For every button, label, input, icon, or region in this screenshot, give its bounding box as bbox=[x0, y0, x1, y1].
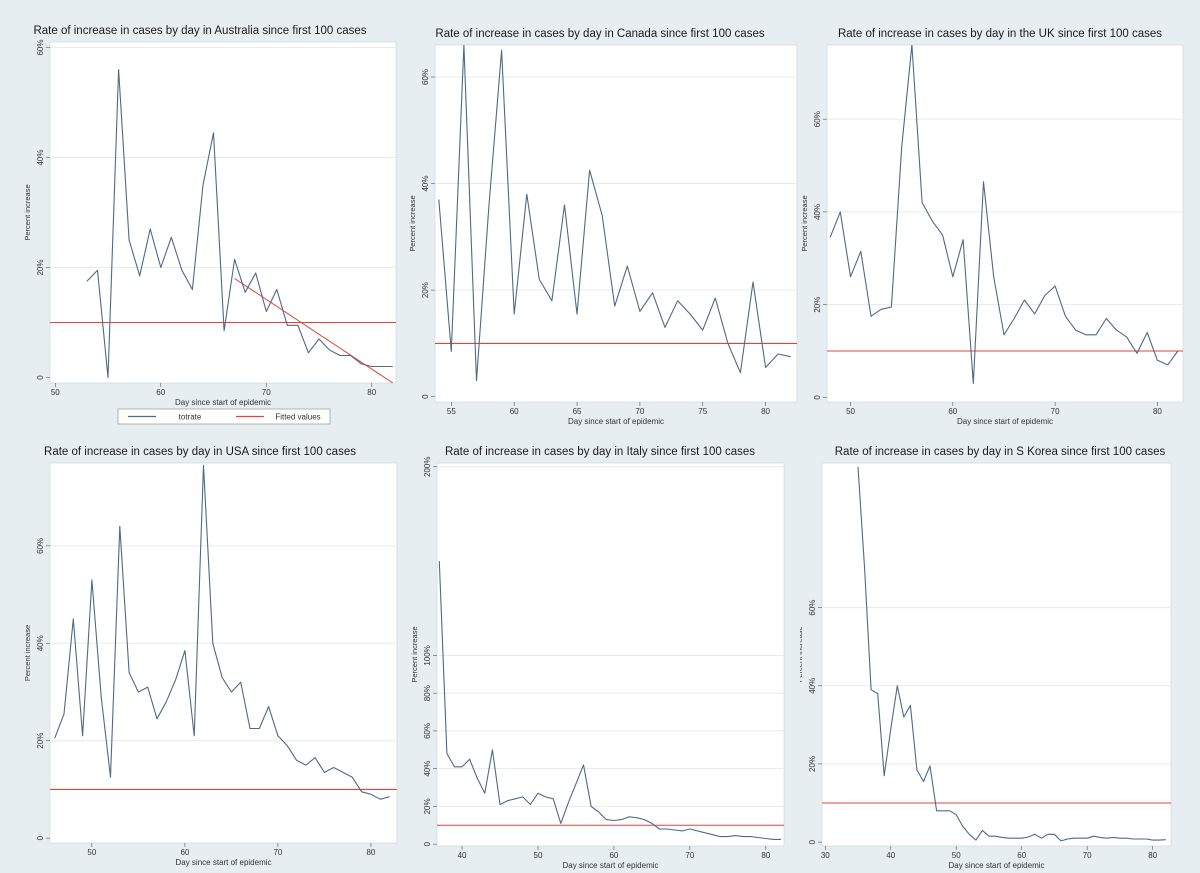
x-tick-label: 70 bbox=[262, 388, 271, 397]
chart-panel-italy: Rate of increase in cases by day in Ital… bbox=[410, 446, 785, 870]
plot-area bbox=[821, 462, 1172, 847]
y-tick-label: 40% bbox=[423, 761, 432, 777]
x-tick-label: 60 bbox=[156, 388, 165, 397]
plot-area bbox=[826, 44, 1184, 403]
x-axis-label: Day since start of epidemic bbox=[175, 858, 271, 867]
x-axis-label: Day since start of epidemic bbox=[948, 861, 1044, 870]
y-tick-label: 0 bbox=[421, 394, 430, 399]
x-tick-label: 80 bbox=[761, 407, 770, 416]
x-tick-label: 40 bbox=[886, 851, 895, 860]
y-tick-label: 20% bbox=[36, 733, 45, 749]
x-tick-label: 80 bbox=[366, 848, 375, 857]
x-tick-label: 60 bbox=[510, 407, 519, 416]
x-tick-label: 55 bbox=[447, 407, 456, 416]
series-line-totrate bbox=[438, 561, 781, 840]
plot-area bbox=[49, 41, 397, 384]
series-line-totrate bbox=[86, 68, 393, 379]
y-tick-label: 20% bbox=[423, 798, 432, 814]
y-tick-label: 40% bbox=[421, 176, 430, 192]
y-tick-label: 60% bbox=[423, 723, 432, 739]
x-tick-label: 50 bbox=[952, 851, 961, 860]
x-tick-label: 50 bbox=[846, 407, 855, 416]
y-tick-label: 100% bbox=[423, 645, 432, 665]
chart-panel-uk: Rate of increase in cases by day in the … bbox=[800, 28, 1184, 426]
series-line-totrate bbox=[438, 45, 791, 382]
y-tick-label: 200% bbox=[423, 457, 432, 477]
x-axis-label: Day since start of epidemic bbox=[562, 861, 658, 870]
y-tick-label: 60% bbox=[36, 538, 45, 554]
legend: totrate Fitted values bbox=[117, 408, 331, 425]
y-tick-label: 20% bbox=[421, 282, 430, 298]
x-tick-label: 30 bbox=[821, 851, 830, 860]
chart-panel-australia: Rate of increase in cases by day in Aust… bbox=[23, 25, 397, 425]
x-tick-label: 70 bbox=[685, 851, 694, 860]
y-tick-label: 40% bbox=[36, 149, 45, 165]
x-tick-label: 60 bbox=[1017, 851, 1026, 860]
chart-panel-skorea: Rate of increase in cases by day in S Ko… bbox=[800, 446, 1172, 870]
chart-panel-usa: Rate of increase in cases by day in USA … bbox=[23, 446, 398, 867]
plot-area bbox=[434, 44, 798, 403]
chart-title: Rate of increase in cases by day in USA … bbox=[44, 446, 356, 458]
y-tick-label: 0 bbox=[808, 839, 817, 844]
y-tick-label: 60% bbox=[421, 69, 430, 85]
x-axis-label: Day since start of epidemic bbox=[957, 417, 1053, 426]
plot-area bbox=[436, 462, 785, 847]
y-tick-label: 20% bbox=[36, 259, 45, 275]
y-axis-label: Percent increase bbox=[410, 626, 419, 682]
plot-area bbox=[49, 462, 398, 844]
x-tick-label: 50 bbox=[534, 851, 543, 860]
series-line-totrate bbox=[829, 45, 1179, 385]
x-tick-label: 65 bbox=[573, 407, 582, 416]
y-axis-label: Percent increase bbox=[800, 195, 809, 251]
x-tick-label: 80 bbox=[367, 388, 376, 397]
series-line-totrate bbox=[54, 464, 390, 800]
y-tick-label: 0 bbox=[36, 835, 45, 840]
y-tick-label: 0 bbox=[36, 375, 45, 380]
legend-label: Fitted values bbox=[275, 413, 320, 422]
x-tick-label: 80 bbox=[761, 851, 770, 860]
series-line-totrate bbox=[857, 466, 1166, 842]
x-tick-label: 80 bbox=[1153, 407, 1162, 416]
x-tick-label: 60 bbox=[180, 848, 189, 857]
y-axis-label: Percent increase bbox=[800, 626, 804, 682]
x-tick-label: 40 bbox=[458, 851, 467, 860]
y-tick-label: 60% bbox=[813, 111, 822, 127]
y-tick-label: 40% bbox=[36, 635, 45, 651]
chart-title: Rate of increase in cases by day in Cana… bbox=[435, 28, 764, 40]
x-tick-label: 80 bbox=[1148, 851, 1157, 860]
x-tick-label: 50 bbox=[87, 848, 96, 857]
chart-title: Rate of increase in cases by day in Ital… bbox=[445, 446, 755, 458]
x-tick-label: 50 bbox=[51, 388, 60, 397]
y-axis-label: Percent increase bbox=[23, 184, 32, 240]
y-tick-label: 20% bbox=[808, 756, 817, 772]
y-tick-label: 0 bbox=[813, 395, 822, 400]
y-tick-label: 60% bbox=[36, 39, 45, 55]
x-axis-label: Day since start of epidemic bbox=[175, 398, 271, 407]
x-tick-label: 70 bbox=[1083, 851, 1092, 860]
chart-title: Rate of increase in cases by day in Aust… bbox=[33, 25, 366, 37]
y-tick-label: 80% bbox=[423, 685, 432, 701]
y-tick-label: 40% bbox=[808, 678, 817, 694]
x-tick-label: 70 bbox=[1051, 407, 1060, 416]
y-tick-label: 60% bbox=[808, 600, 817, 616]
y-axis-label: Percent increase bbox=[408, 195, 417, 251]
x-axis-label: Day since start of epidemic bbox=[568, 417, 664, 426]
y-tick-label: 40% bbox=[813, 204, 822, 220]
x-tick-label: 60 bbox=[609, 851, 618, 860]
y-tick-label: 20% bbox=[813, 297, 822, 313]
y-axis-label: Percent increase bbox=[23, 625, 32, 681]
chart-title: Rate of increase in cases by day in S Ko… bbox=[835, 446, 1166, 458]
x-tick-label: 75 bbox=[698, 407, 707, 416]
x-tick-label: 70 bbox=[273, 848, 282, 857]
chart-panel-canada: Rate of increase in cases by day in Cana… bbox=[408, 28, 798, 426]
y-tick-label: 0 bbox=[423, 841, 432, 846]
legend-label: totrate bbox=[179, 413, 202, 422]
x-tick-label: 70 bbox=[635, 407, 644, 416]
x-tick-label: 60 bbox=[948, 407, 957, 416]
chart-title: Rate of increase in cases by day in the … bbox=[838, 28, 1162, 40]
